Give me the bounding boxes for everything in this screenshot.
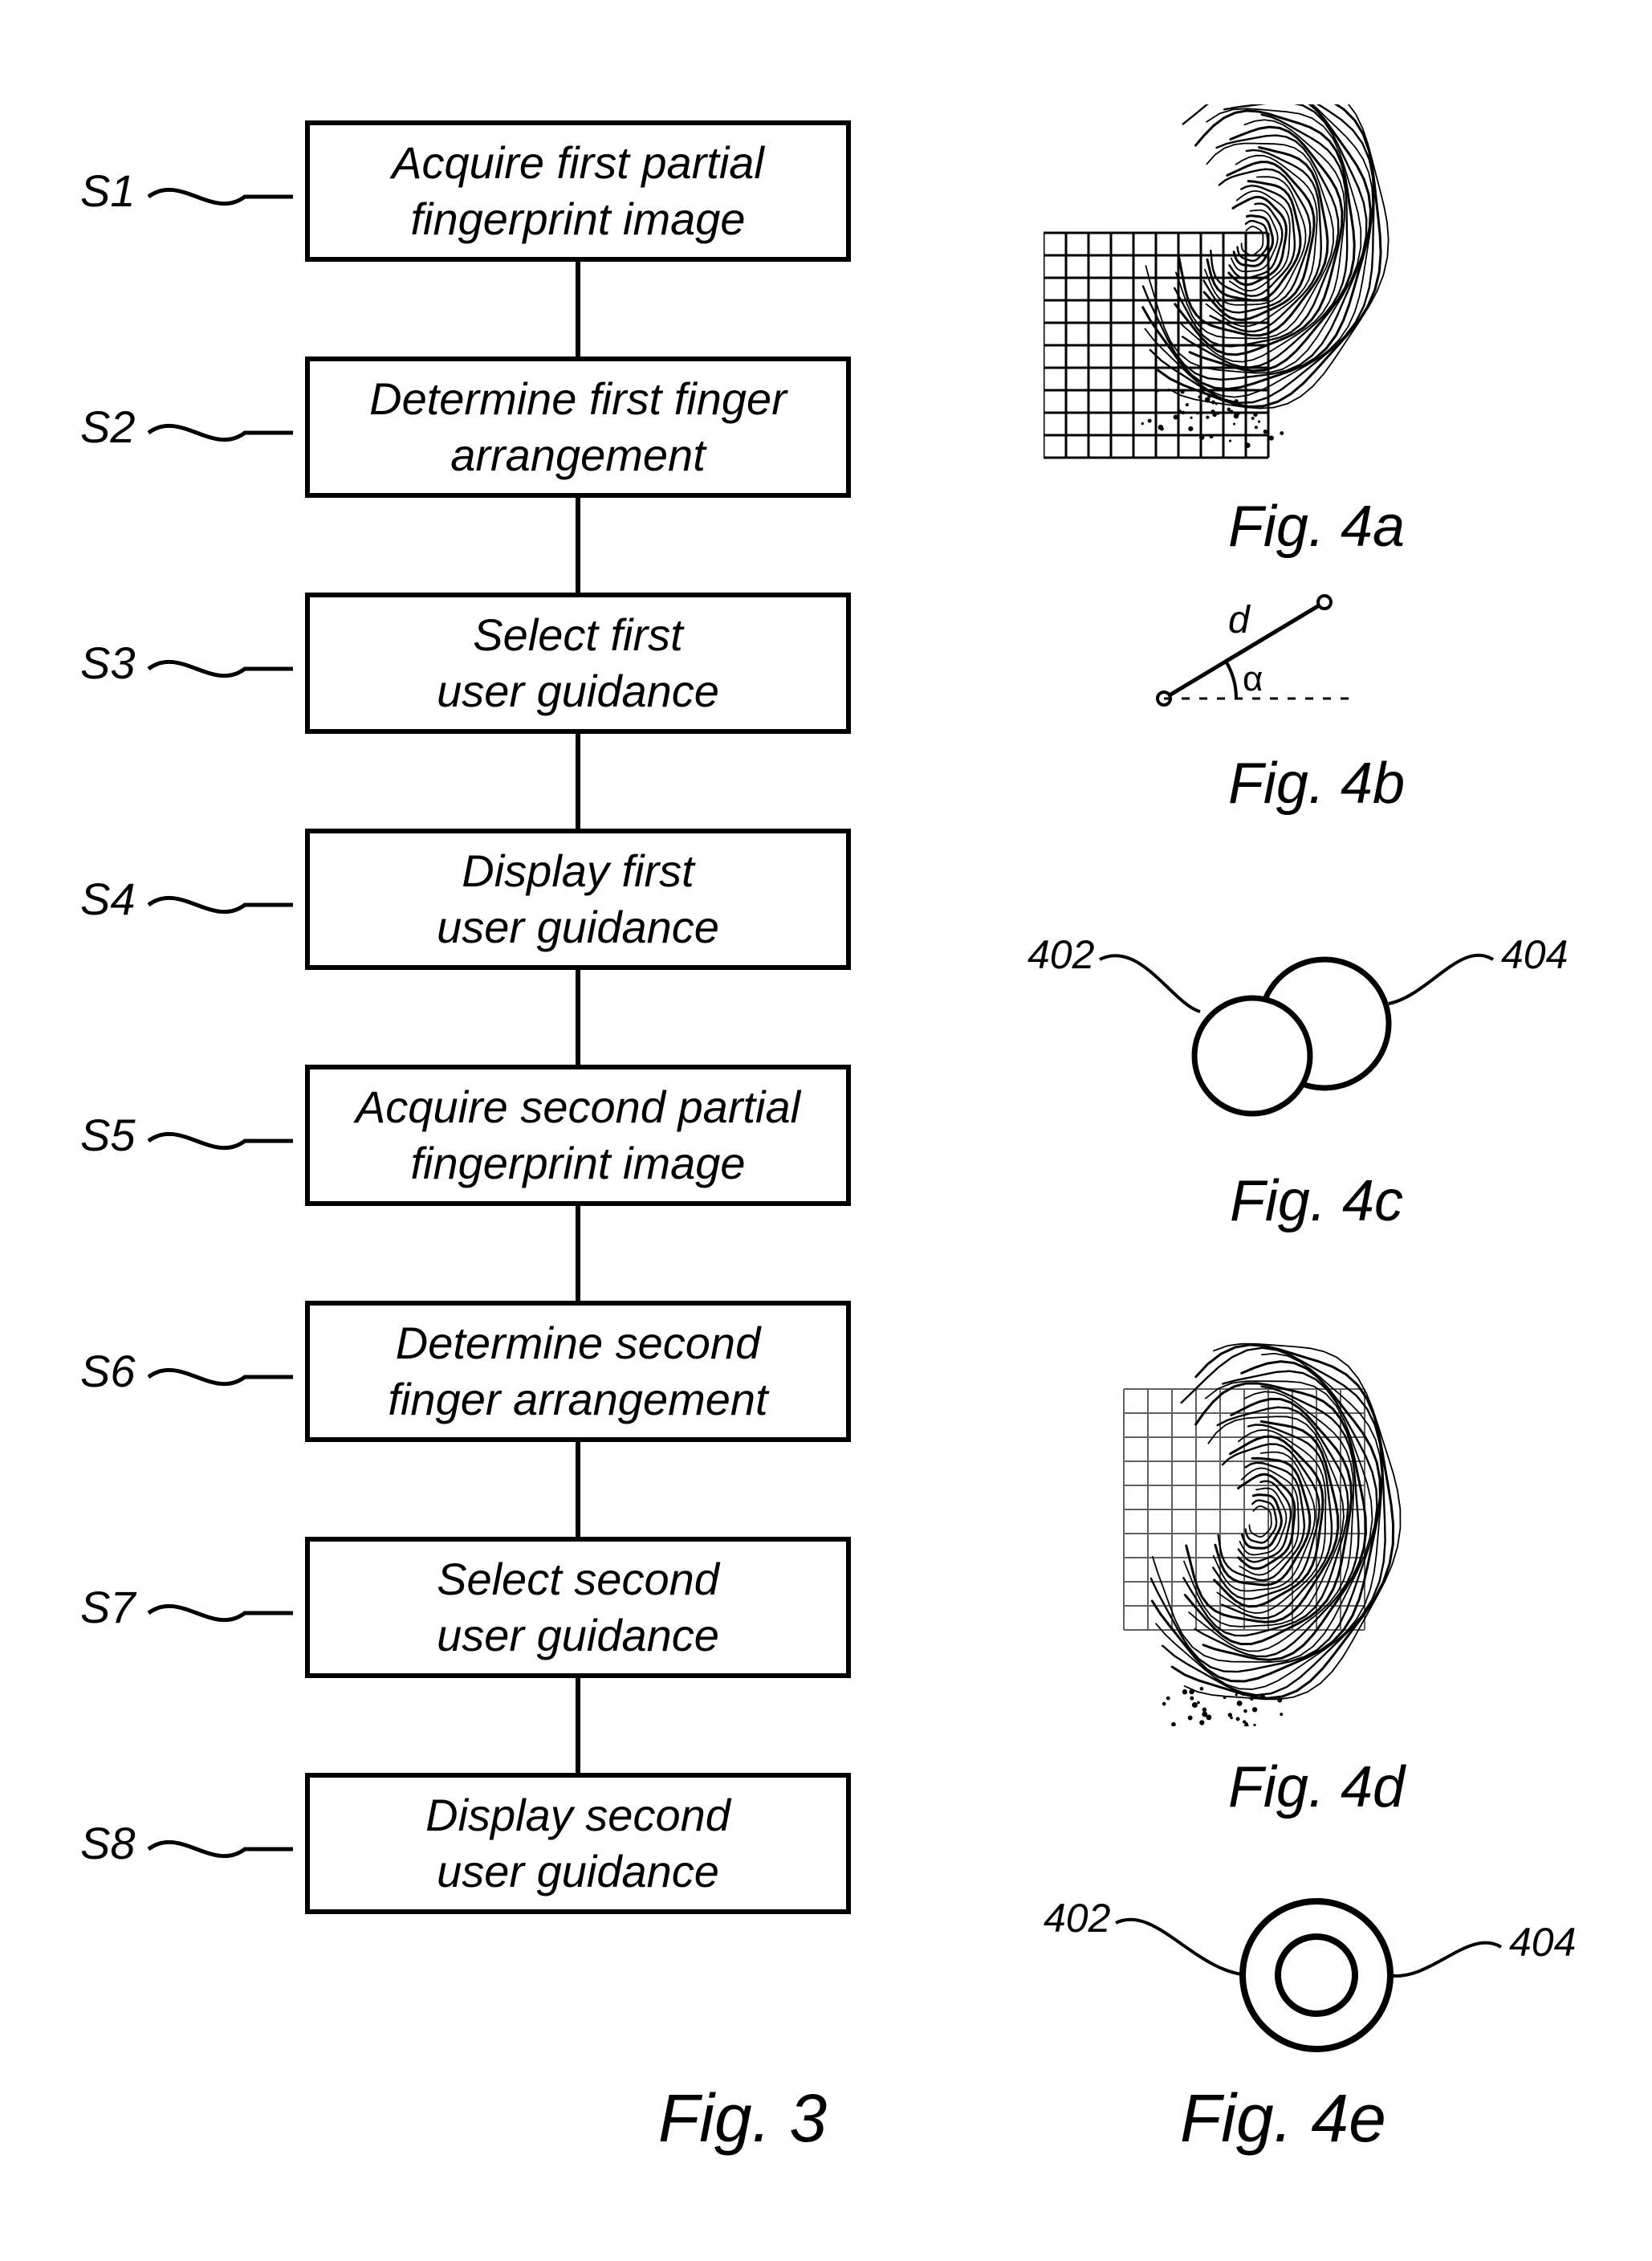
fig3-caption: Fig. 3 [658,2080,827,2157]
step-text: Determine first fingerarrangement [369,371,787,483]
ref-label-404: 404 [1509,1919,1576,1966]
step-box: Select firstuser guidance [305,593,851,734]
flow-step-row: S6 Determine secondfinger arrangement [249,1301,851,1442]
fig4d-grid-icon [1124,1389,1365,1630]
ref-label-404: 404 [1501,931,1568,978]
step-box: Display firstuser guidance [305,829,851,970]
step-label: S8 [80,1817,136,1869]
step-label: S2 [80,401,136,453]
fig4c-caption: Fig. 4c [1011,1168,1621,1234]
fig4b-block: dα Fig. 4b [1140,578,1493,817]
leader-squiggle-icon [144,1121,297,1161]
fig4a-block: Fig. 4a [1044,104,1589,560]
leader-squiggle-icon [144,413,297,453]
flow-connector [576,262,580,356]
fig4b-caption: Fig. 4b [1140,751,1493,817]
leader-squiggle-icon [144,649,297,689]
fig4d-caption: Fig. 4d [1076,1754,1557,1820]
fig4a-svg [1044,104,1461,482]
flow-connector [576,970,580,1065]
fig4e-caption: Fig. 4e [1180,2080,1386,2157]
flow-step-row: S1 Acquire first partialfingerprint imag… [249,120,851,262]
fig4b-svg: dα [1140,578,1381,731]
step-label: S3 [80,637,136,689]
page-root: S1 Acquire first partialfingerprint imag… [0,0,1652,2261]
flow-connector [576,1206,580,1301]
flow-step-row: S5 Acquire second partialfingerprint ima… [249,1065,851,1206]
step-box: Acquire first partialfingerprint image [305,120,851,262]
step-box: Acquire second partialfingerprint image [305,1065,851,1206]
flow-connector [576,498,580,593]
leader-squiggle-icon [144,1829,297,1869]
svg-text:d: d [1228,599,1251,642]
flow-connector [576,1678,580,1773]
svg-text:α: α [1243,659,1263,699]
fig4e-block: 402 404 [1011,1855,1621,2100]
step-text: Acquire first partialfingerprint image [392,135,764,247]
step-label: S1 [80,165,136,217]
leader-squiggle-icon [144,177,297,217]
fig4e-svg [1011,1855,1621,2096]
step-label: S7 [80,1581,136,1633]
leader-squiggle-icon [144,1357,297,1397]
step-label: S4 [80,873,136,925]
step-label: S6 [80,1345,136,1397]
flow-step-row: S7 Select seconduser guidance [249,1537,851,1678]
step-text: Determine secondfinger arrangement [388,1315,767,1428]
fig4c-block: 402 404 Fig. 4c [1011,915,1621,1234]
flow-step-row: S8 Display seconduser guidance [249,1773,851,1914]
fingerprint-icon [1113,104,1419,470]
step-label: S5 [80,1109,136,1161]
fig4d-svg [1076,1341,1453,1726]
flow-step-row: S2 Determine first fingerarrangement [249,356,851,498]
step-text: Select firstuser guidance [437,607,719,719]
step-box: Select seconduser guidance [305,1537,851,1678]
flow-connector [576,1442,580,1537]
step-text: Display firstuser guidance [437,843,719,955]
fig4a-caption: Fig. 4a [1044,494,1589,560]
flowchart-fig3: S1 Acquire first partialfingerprint imag… [249,120,851,1914]
ref-label-402: 402 [1044,1895,1110,1941]
leader-squiggle-icon [144,885,297,925]
flow-step-row: S3 Select firstuser guidance [249,593,851,734]
step-box: Determine first fingerarrangement [305,356,851,498]
fig4d-block: Fig. 4d [1076,1341,1557,1820]
step-box: Display seconduser guidance [305,1773,851,1914]
step-text: Display seconduser guidance [425,1787,730,1900]
ref-label-402: 402 [1027,931,1094,978]
leader-squiggle-icon [144,1593,297,1633]
step-text: Select seconduser guidance [437,1551,719,1664]
flow-step-row: S4 Display firstuser guidance [249,829,851,970]
step-text: Acquire second partialfingerprint image [356,1079,800,1192]
step-box: Determine secondfinger arrangement [305,1301,851,1442]
flow-connector [576,734,580,829]
